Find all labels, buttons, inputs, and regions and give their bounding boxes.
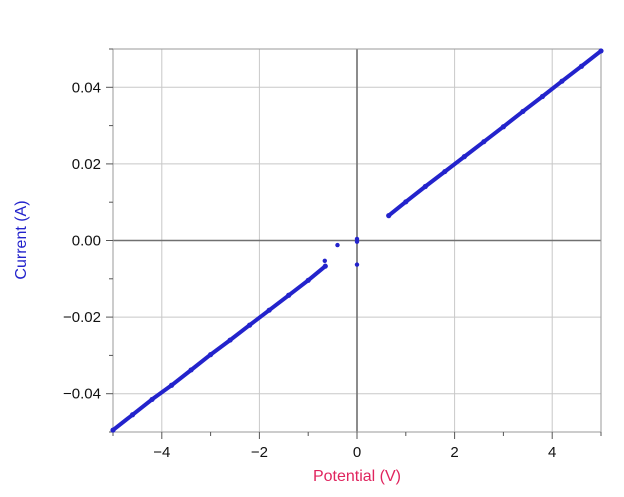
x-tick-label: −4 <box>153 444 170 461</box>
data-point <box>386 213 392 219</box>
y-tick-label: 0.02 <box>72 156 101 173</box>
data-point <box>129 412 136 418</box>
data-point <box>481 139 487 145</box>
data-point <box>520 108 526 115</box>
y-tick-label: 0.00 <box>72 233 101 250</box>
x-tick-label: −2 <box>251 444 268 461</box>
data-point <box>598 48 604 54</box>
data-point <box>322 258 327 263</box>
data-series <box>110 48 604 433</box>
data-trace <box>111 264 328 433</box>
data-point <box>461 154 467 160</box>
y-tick-label: −0.02 <box>63 309 101 326</box>
data-point <box>500 124 506 130</box>
x-axis-title: Potential (V) <box>313 468 401 485</box>
data-point <box>286 292 292 298</box>
y-tick-label: 0.04 <box>72 79 101 96</box>
tick-marks <box>106 48 602 439</box>
data-point <box>168 382 175 388</box>
data-point <box>354 239 360 244</box>
data-point <box>110 427 116 433</box>
x-tick-label: 0 <box>353 444 361 461</box>
data-point <box>335 242 340 248</box>
data-point <box>578 63 585 69</box>
x-tick-label: 2 <box>450 444 458 461</box>
data-point <box>422 183 428 190</box>
data-point <box>539 93 546 100</box>
x-tick-label: 4 <box>548 444 556 461</box>
y-axis-title: Current (A) <box>13 200 30 279</box>
data-trace <box>386 48 603 218</box>
data-point <box>322 263 328 269</box>
data-point <box>354 262 360 267</box>
data-point <box>247 322 253 328</box>
data-point <box>442 168 448 175</box>
data-point <box>208 352 214 358</box>
tick-labels: −4 −2 0 2 4 −0.04 −0.02 0.00 0.02 0.04 <box>63 79 556 461</box>
data-point <box>149 396 155 403</box>
data-point <box>188 367 194 373</box>
data-point <box>559 78 565 84</box>
data-point <box>403 199 409 205</box>
data-point <box>305 277 311 283</box>
y-tick-label: −0.04 <box>63 386 101 403</box>
data-point <box>266 307 272 313</box>
data-point <box>227 337 233 343</box>
